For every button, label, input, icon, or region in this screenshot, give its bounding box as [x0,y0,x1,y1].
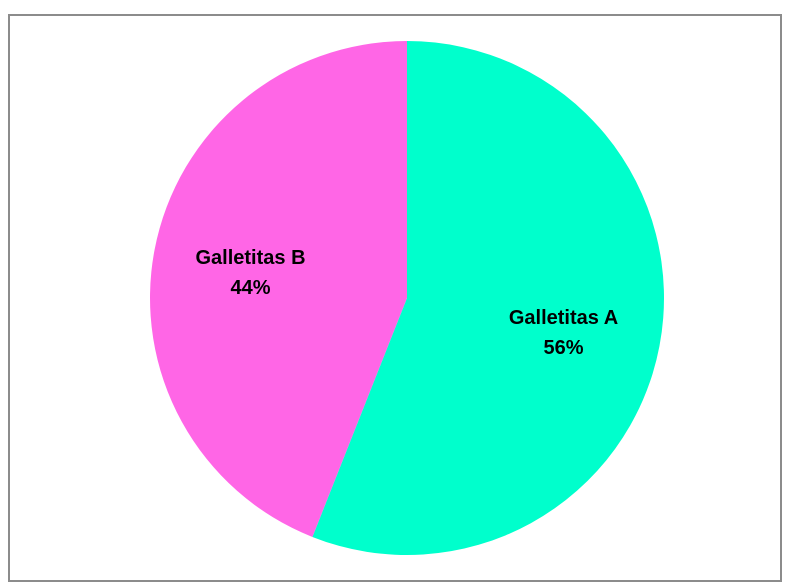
slice-category-label: Galletitas A [509,307,618,329]
slice-percent-label: 56% [543,337,583,359]
slice-label-2: Galletitas B 44% [195,247,305,299]
pie-labels: Galletitas A 56% Galletitas B 44% [195,247,618,359]
slice-label-1: Galletitas A 56% [509,307,618,359]
pie-slice-1 [312,41,665,555]
pie-slices [150,41,665,555]
slice-category-label: Galletitas B [195,247,305,269]
slice-percent-label: 44% [230,277,270,299]
pie-slice-2 [150,41,408,537]
